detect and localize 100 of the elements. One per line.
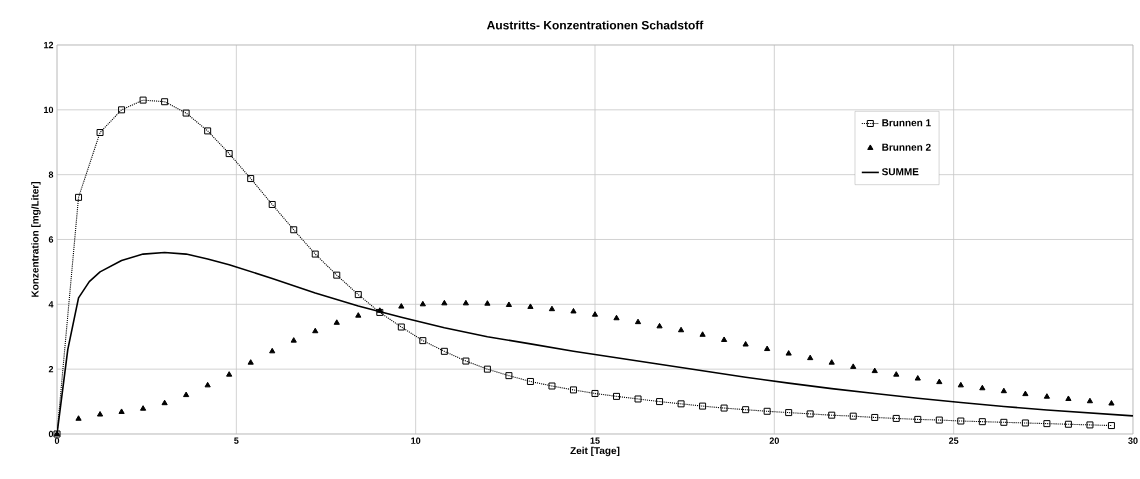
point [699, 402, 707, 410]
y-axis-title: Konzentration [mg/Liter] [31, 182, 41, 297]
x-tick-label: 30 [1128, 437, 1138, 444]
point [893, 371, 900, 377]
point [548, 305, 556, 312]
point [634, 318, 642, 325]
point [613, 314, 620, 321]
point [526, 377, 534, 385]
point [828, 411, 836, 419]
point [1022, 390, 1029, 397]
point [118, 106, 126, 114]
point [354, 291, 362, 299]
y-tick-label: 2 [48, 366, 54, 373]
point [226, 371, 233, 377]
point [419, 337, 427, 345]
point [247, 359, 254, 365]
point [570, 307, 577, 314]
point [333, 271, 341, 279]
point [785, 409, 793, 417]
point [312, 327, 319, 334]
point [75, 415, 82, 421]
point [311, 250, 319, 258]
point [591, 389, 599, 397]
point [419, 300, 426, 307]
x-tick-label: 20 [769, 437, 779, 444]
point [1108, 400, 1115, 406]
point [290, 226, 298, 234]
point [183, 391, 190, 398]
point [979, 384, 986, 391]
point [656, 398, 664, 406]
point [333, 319, 340, 325]
y-tick-label: 10 [44, 106, 54, 114]
point [677, 326, 685, 333]
point [140, 405, 147, 411]
point [764, 345, 771, 352]
point [569, 386, 577, 394]
point [1021, 419, 1029, 427]
point [1064, 420, 1072, 428]
point [462, 299, 469, 306]
point [742, 406, 750, 414]
point [699, 331, 706, 337]
point [591, 311, 599, 317]
x-axis-title: Zeit [Tage] [570, 446, 620, 457]
legend-label: Brunnen 2 [882, 143, 931, 151]
point [677, 400, 685, 408]
point [914, 415, 922, 423]
y-tick-label: 0 [48, 430, 54, 438]
point [613, 392, 621, 400]
point [269, 347, 276, 354]
point [397, 323, 405, 331]
point [441, 299, 448, 306]
point [161, 399, 168, 406]
point [161, 98, 169, 106]
point [484, 300, 491, 306]
legend-label: Brunnen 1 [882, 119, 931, 127]
point [871, 367, 878, 374]
point [1043, 393, 1050, 399]
point [957, 381, 964, 388]
y-tick-label: 12 [44, 41, 54, 49]
point [957, 417, 965, 425]
x-tick-label: 25 [948, 437, 959, 444]
point [849, 412, 857, 420]
point [462, 357, 470, 365]
x-tick-label: 15 [590, 437, 600, 444]
point [139, 96, 147, 104]
point [1086, 397, 1094, 404]
point [978, 418, 986, 426]
point [828, 359, 835, 365]
point [247, 175, 255, 183]
point [204, 127, 212, 135]
y-tick-label: 4 [48, 301, 54, 308]
x-tick-label: 0 [54, 437, 60, 444]
point [96, 129, 104, 137]
point [1107, 422, 1115, 430]
x-tick-label: 5 [234, 437, 239, 444]
point [742, 341, 749, 347]
point [204, 381, 211, 388]
point [806, 410, 814, 418]
point [871, 413, 879, 421]
legend-label: SUMME [881, 168, 919, 176]
point [763, 407, 771, 415]
point [398, 303, 405, 309]
chart-title: Austritts- Konzentrationen Schadstoff [486, 20, 704, 30]
point [182, 109, 190, 117]
point [914, 375, 921, 381]
x-tick-label: 10 [411, 437, 421, 444]
point [850, 363, 857, 369]
point [785, 350, 792, 356]
point [1065, 395, 1072, 401]
point [96, 411, 104, 417]
point [935, 416, 943, 424]
point [892, 414, 900, 422]
point [720, 404, 728, 412]
point [225, 150, 233, 158]
point [505, 301, 513, 307]
point [721, 336, 728, 342]
point [1043, 420, 1051, 428]
point [656, 322, 663, 329]
point [527, 303, 534, 309]
point [440, 347, 448, 355]
